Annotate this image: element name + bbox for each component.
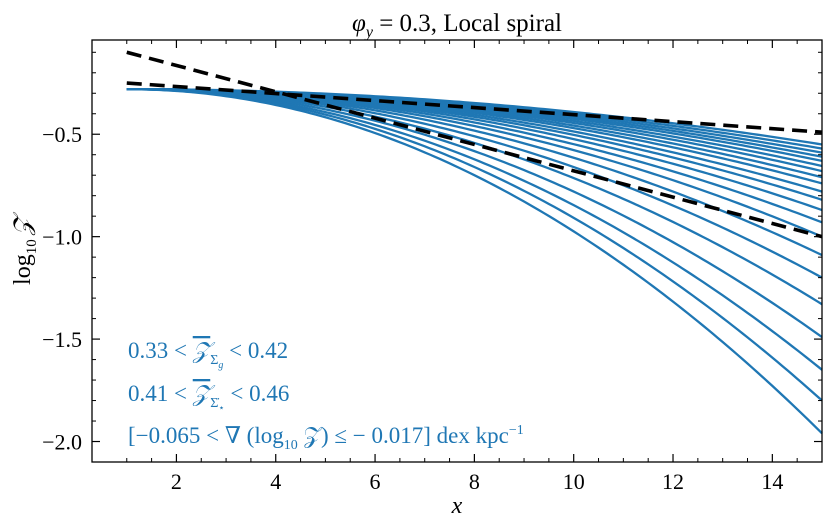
x-axis-label: x <box>451 493 463 519</box>
reference-lines <box>126 50 823 239</box>
x-tick-label: 8 <box>469 469 480 494</box>
reference-line-1 <box>126 81 823 134</box>
annotation-gradient-range: [−0.065 < ∇ (log10 𝒵) ≤ − 0.017] dex kpc… <box>128 423 524 453</box>
reference-line-2 <box>126 50 823 239</box>
x-tick-label: 14 <box>761 469 783 494</box>
model-curve-21 <box>126 88 823 435</box>
x-tick-label: 12 <box>662 469 684 494</box>
y-axis-label: log10𝒵 <box>10 211 40 285</box>
y-tick-label: −1.0 <box>42 225 82 250</box>
axis-ticks: 2 4 6 8 10 12 14 −2.0 −1.5 −1.0 −0.5 <box>42 40 823 494</box>
annotation-gas-metallicity: 0.33 < 𝒵Σg < 0.42 <box>128 338 288 371</box>
x-tick-label: 2 <box>171 469 182 494</box>
model-curve-6 <box>126 88 823 168</box>
x-tick-label: 4 <box>270 469 281 494</box>
plot-frame <box>91 39 823 463</box>
chart-title: φy = 0.3, Local spiral <box>352 10 562 41</box>
x-tick-label: 10 <box>563 469 585 494</box>
x-tick-label: 6 <box>370 469 381 494</box>
annotation-sfr-metallicity: 0.41 < 𝒵Σ̇⋆ < 0.46 <box>128 381 289 414</box>
y-tick-label: −1.5 <box>42 327 82 352</box>
y-tick-label: −2.0 <box>42 430 82 455</box>
y-tick-label: −0.5 <box>42 122 82 147</box>
